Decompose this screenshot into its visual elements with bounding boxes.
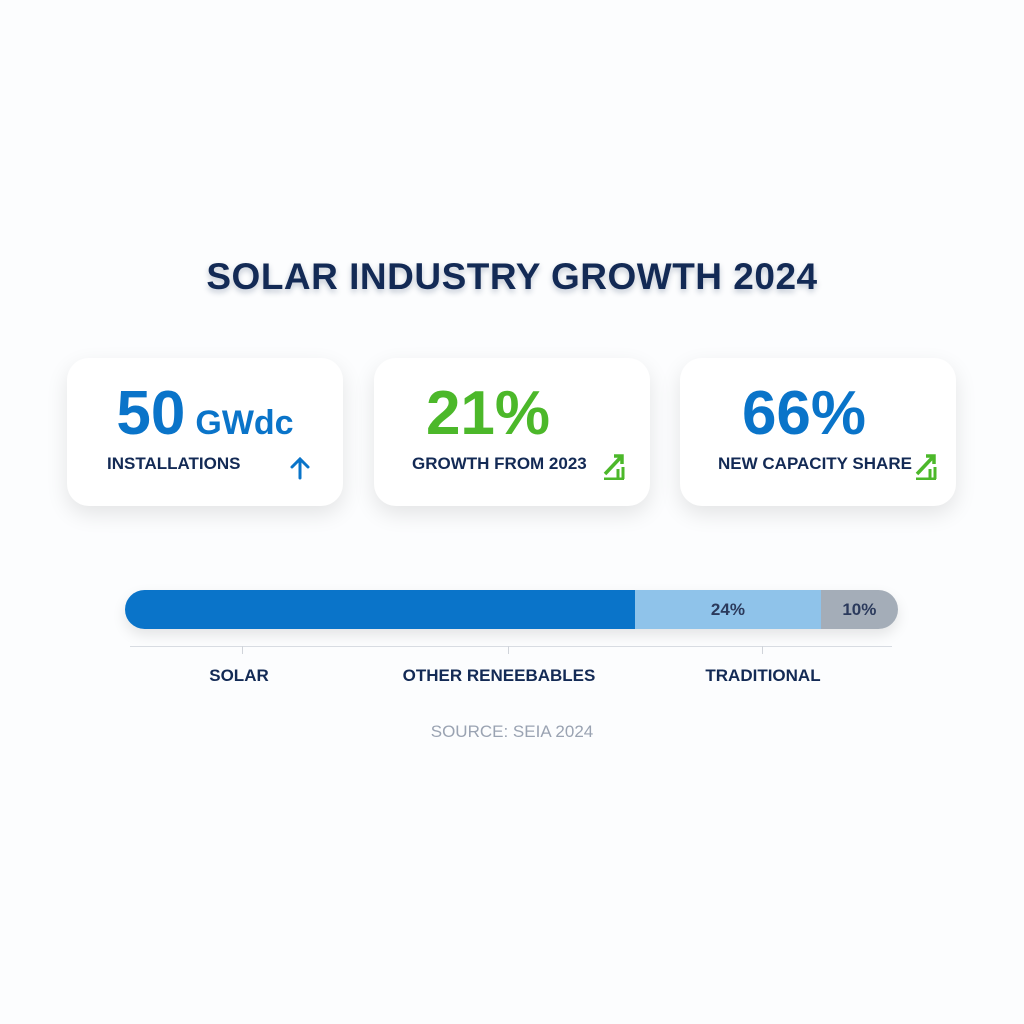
capacity-share-card: 66% NEW CAPACITY SHARE [680, 358, 956, 506]
page-title: SOLAR INDUSTRY GROWTH 2024 [206, 256, 818, 297]
card-label: NEW CAPACITY SHARE [718, 454, 912, 473]
category-label-traditional: TRADITIONAL [705, 666, 821, 685]
bar-segment-solar [125, 590, 636, 629]
trend-up-icon [915, 454, 937, 480]
bar-segment-traditional: 10% [820, 590, 898, 629]
card-value: 66% [741, 379, 867, 448]
card-value: 21% [425, 379, 551, 448]
data-label: 24% [710, 599, 745, 619]
category-label-solar: SOLAR [209, 666, 269, 685]
axis-tick [242, 646, 243, 654]
bar-segment-other-reneebables: 24% [635, 590, 821, 629]
axis-tick [762, 646, 763, 654]
growth-card: 21% GROWTH FROM 2023 [374, 358, 650, 506]
axis-tick [508, 646, 509, 654]
source-note: SOURCE: SEIA 2024 [430, 722, 594, 741]
card-value: 50 GWdc [116, 379, 294, 448]
category-label-other-renewables: OTHER RENEEBABLES [402, 666, 596, 685]
installations-card: 50 GWdc INSTALLATIONS [67, 358, 343, 506]
trend-up-icon [603, 454, 625, 480]
card-label: GROWTH FROM 2023 [412, 454, 587, 473]
arrow-up-icon [290, 456, 310, 480]
axis-line [130, 646, 892, 647]
stacked-share-bar: 24% 10% [125, 590, 898, 629]
data-label: 10% [842, 599, 877, 619]
card-label: INSTALLATIONS [107, 454, 241, 473]
